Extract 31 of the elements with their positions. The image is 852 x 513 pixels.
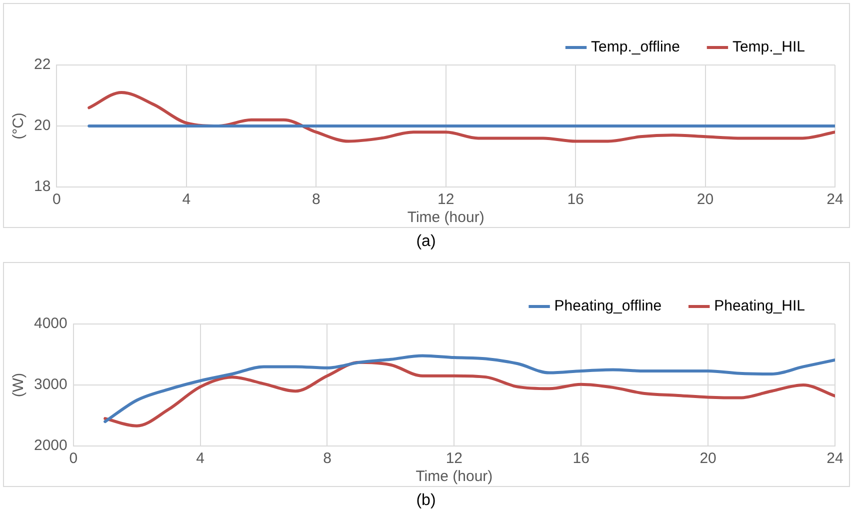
legend-label: Temp._offline bbox=[591, 38, 680, 56]
legend-label: Pheating_offline bbox=[554, 298, 662, 315]
y-tick-label: 4000 bbox=[34, 315, 68, 332]
x-tick-label: 24 bbox=[826, 450, 844, 468]
x-tick-label: 4 bbox=[196, 450, 204, 468]
x-tick-label: 8 bbox=[312, 191, 320, 208]
y-axis-title: (°C) bbox=[10, 112, 28, 140]
x-tick-label: 8 bbox=[323, 450, 332, 468]
x-tick-label: 0 bbox=[69, 450, 78, 468]
x-axis-title: Time (hour) bbox=[416, 468, 493, 486]
line-series bbox=[88, 90, 835, 143]
text: (b) bbox=[415, 492, 437, 510]
x-tick-label: 24 bbox=[826, 191, 844, 208]
x-tick-label: 12 bbox=[446, 450, 463, 468]
legend-label: Pheating_HIL bbox=[714, 298, 806, 315]
y-tick-label: 22 bbox=[34, 56, 51, 74]
x-tick-label: 0 bbox=[52, 191, 61, 208]
x-tick-label: 20 bbox=[696, 191, 714, 208]
y-tick-label: 3000 bbox=[34, 376, 68, 394]
x-axis-title: Time (hour) bbox=[407, 209, 484, 226]
y-axis-title: (W) bbox=[10, 372, 28, 398]
x-tick-label: 20 bbox=[700, 450, 716, 468]
y-tick-label: 18 bbox=[34, 178, 51, 196]
y-tick-label: 20 bbox=[34, 117, 51, 134]
x-tick-label: 12 bbox=[438, 191, 454, 208]
y-tick-label: 2000 bbox=[34, 437, 68, 454]
x-tick-label: 16 bbox=[572, 450, 590, 468]
x-tick-label: 4 bbox=[182, 191, 191, 208]
x-tick-label: 16 bbox=[567, 191, 584, 208]
legend-label: Temp._HIL bbox=[732, 38, 806, 56]
text: (a) bbox=[415, 233, 437, 251]
